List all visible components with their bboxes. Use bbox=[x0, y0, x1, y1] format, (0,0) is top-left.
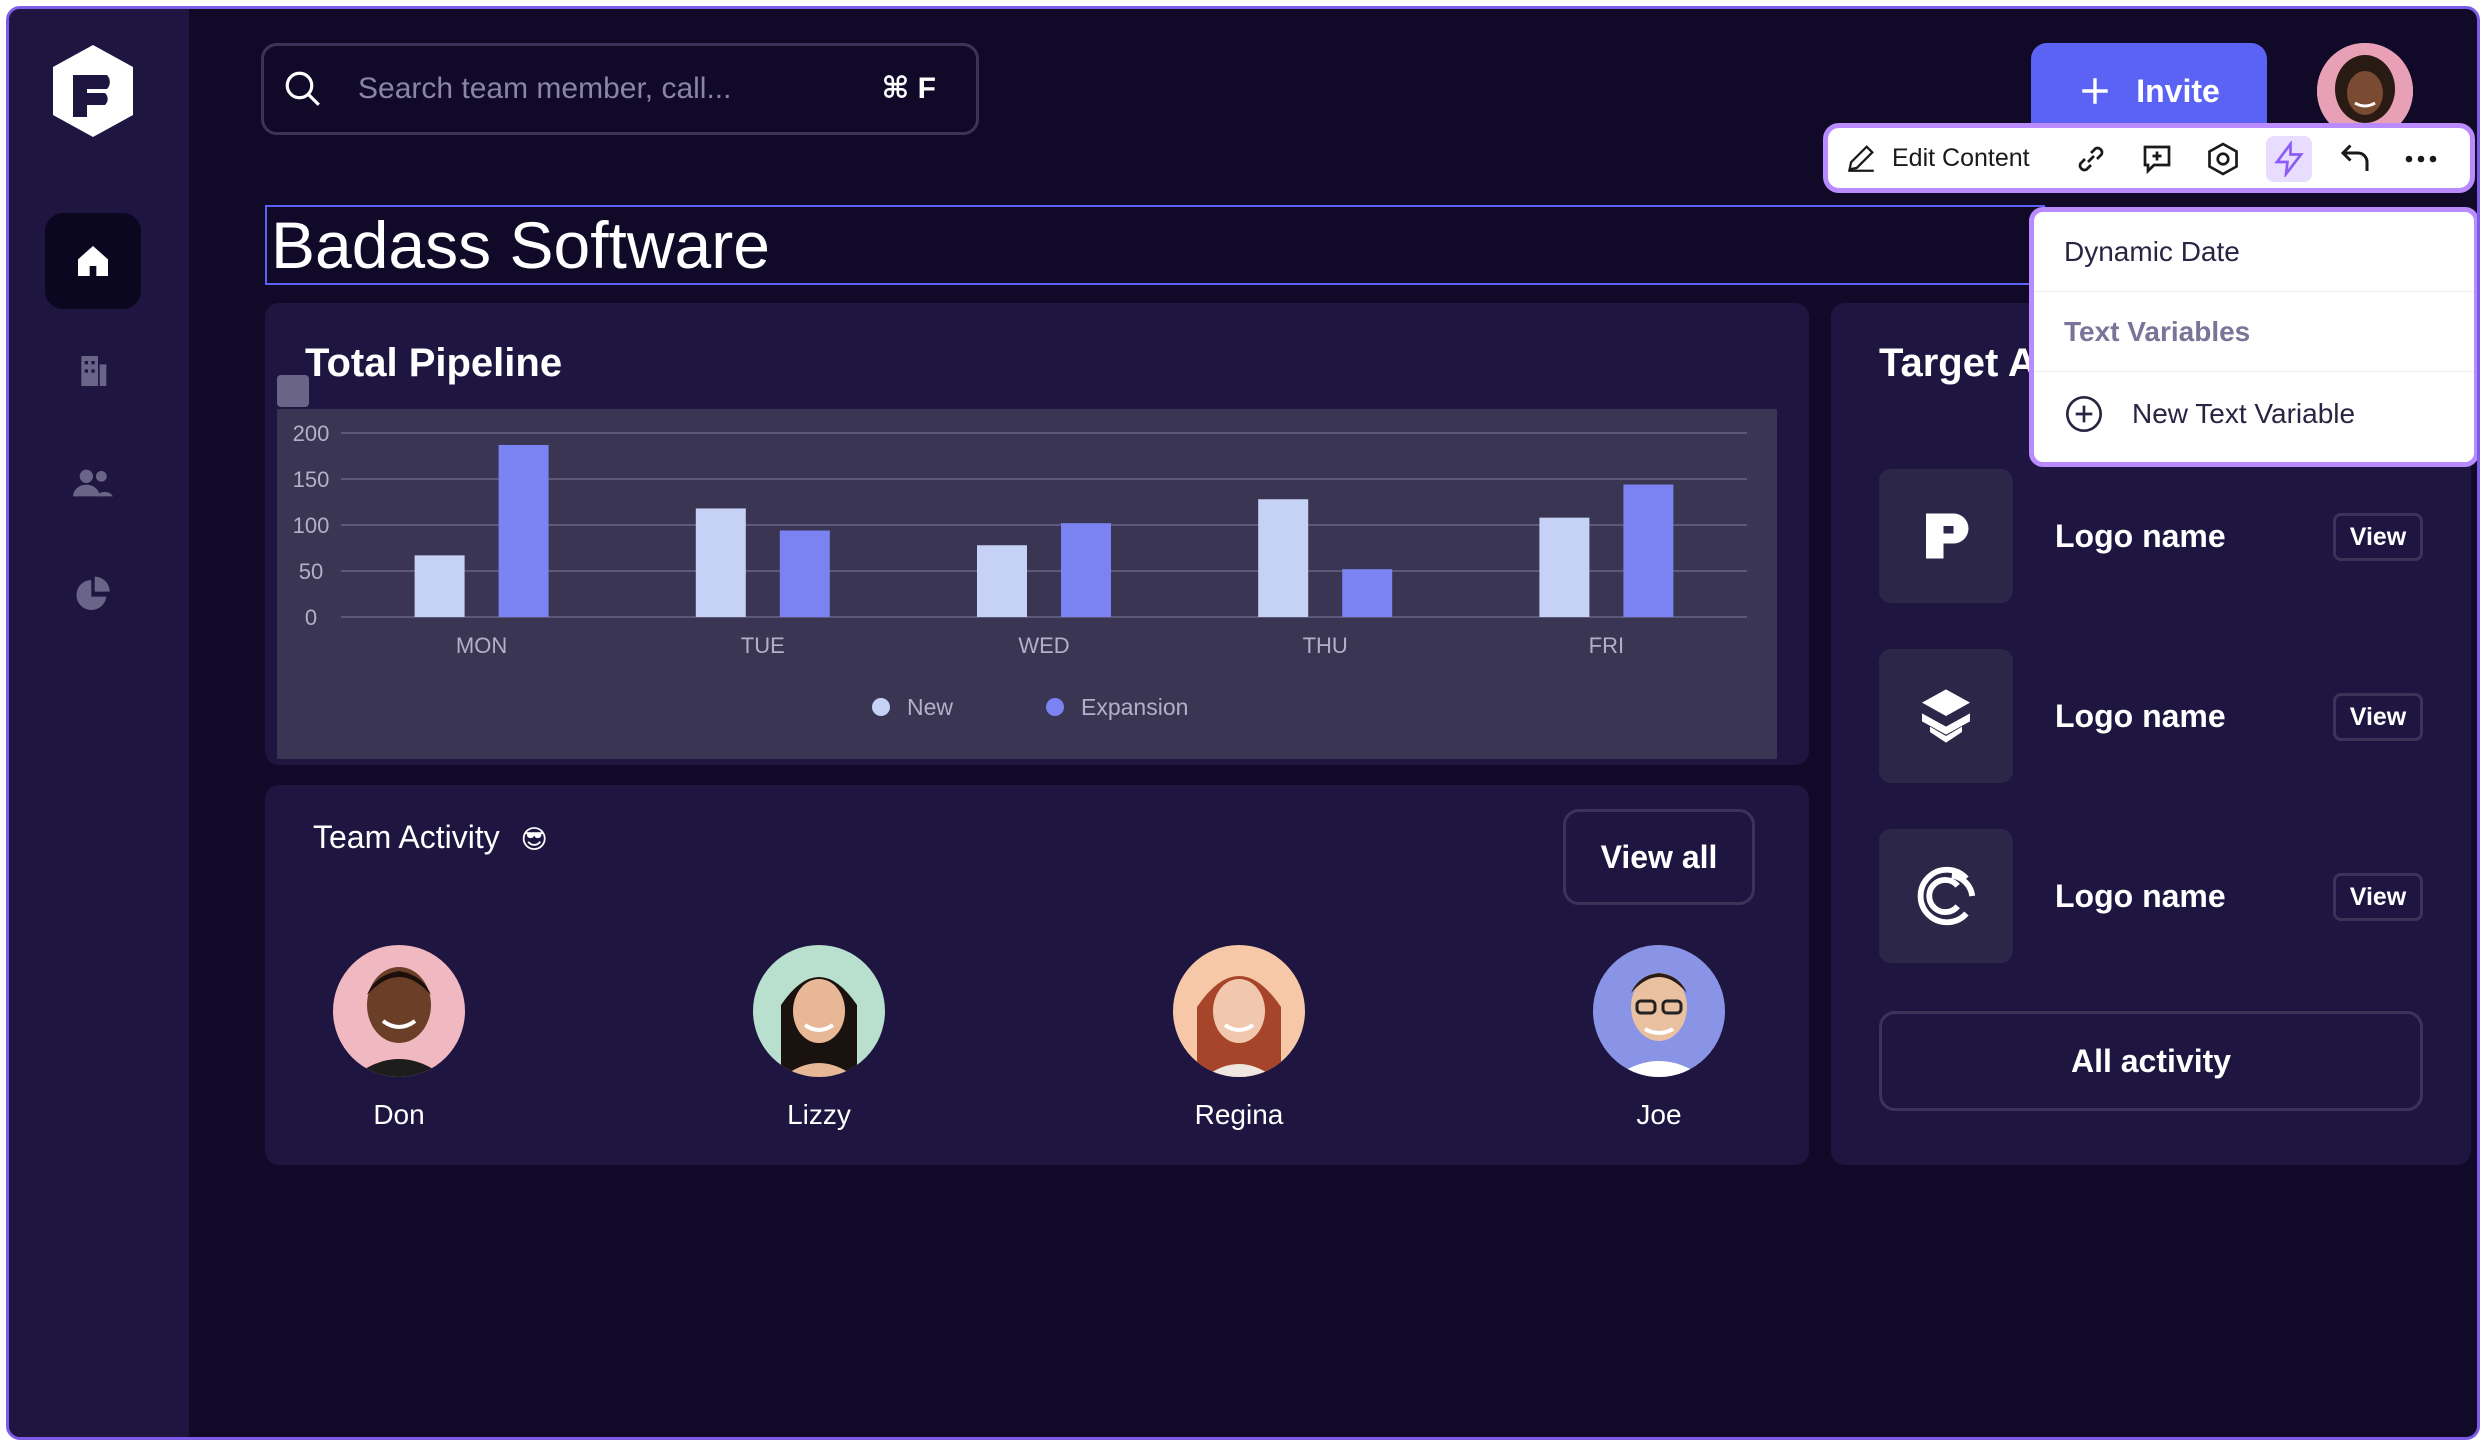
menu-item-dynamic-date[interactable]: Dynamic Date bbox=[2034, 212, 2474, 292]
users-icon bbox=[73, 469, 113, 497]
home-icon bbox=[78, 246, 108, 276]
avatar bbox=[753, 945, 885, 1077]
logo-name: Logo name bbox=[2055, 518, 2226, 554]
nav-home[interactable] bbox=[45, 213, 141, 309]
company-logo-layers-icon bbox=[1879, 649, 2013, 783]
move-up-button[interactable] bbox=[2332, 136, 2378, 182]
logo-row: Logo name View bbox=[1879, 649, 2423, 783]
company-logo-c-icon bbox=[1879, 829, 2013, 963]
nav-people[interactable] bbox=[45, 435, 141, 531]
bar-expansion-mon bbox=[498, 444, 549, 617]
settings-button[interactable] bbox=[2200, 136, 2246, 182]
target-title: Target A bbox=[1879, 341, 2037, 385]
pipeline-title: Total Pipeline bbox=[305, 341, 563, 385]
search-shortcut: ⌘ F bbox=[881, 72, 937, 105]
bar-new-wed bbox=[977, 545, 1027, 617]
bar-expansion-wed bbox=[1061, 523, 1111, 617]
all-activity-button[interactable]: All activity bbox=[1879, 1011, 2423, 1111]
more-icon bbox=[2405, 155, 2437, 163]
arrow-up-corner-icon bbox=[2340, 144, 2369, 171]
chart-type-icon[interactable] bbox=[277, 375, 309, 407]
dynamic-content-button[interactable] bbox=[2266, 136, 2312, 182]
x-tick-label: TUE bbox=[741, 633, 785, 658]
dynamic-content-dropdown: Dynamic Date Text Variables New Text Var… bbox=[2029, 207, 2477, 467]
legend-marker-expansion bbox=[1046, 698, 1064, 716]
menu-item-label: New Text Variable bbox=[2132, 398, 2356, 429]
x-tick-label: THU bbox=[1303, 633, 1348, 658]
app-logo-icon[interactable] bbox=[49, 43, 137, 139]
view-button[interactable]: View bbox=[2333, 513, 2423, 561]
link-icon bbox=[2078, 146, 2104, 172]
x-tick-label: FRI bbox=[1589, 633, 1624, 658]
team-activity-card: Team Activity 😎 View all Don Lizzy Regin… bbox=[265, 785, 1809, 1165]
company-logo-p-icon bbox=[1879, 469, 2013, 603]
pipeline-card: Total Pipeline 200 150 100 50 0 MON TUE WED THU F… bbox=[265, 303, 1809, 765]
pipeline-chart: 200 150 100 50 0 MON TUE WED THU FRI New Expansion bbox=[277, 375, 1777, 759]
team-activity-title: Team Activity 😎 bbox=[313, 819, 548, 855]
team-member-joe[interactable]: Joe bbox=[1569, 945, 1749, 1131]
search-icon bbox=[285, 71, 320, 106]
bar-chart: 200 150 100 50 0 MON TUE WED THU FRI New Expansion bbox=[293, 421, 1747, 720]
page-title[interactable]: Badass Software bbox=[265, 205, 2045, 285]
bar-expansion-thu bbox=[1342, 569, 1393, 617]
view-all-button[interactable]: View all bbox=[1563, 809, 1755, 905]
bar-new-mon bbox=[414, 555, 465, 617]
bar-new-thu bbox=[1258, 499, 1309, 617]
logo-row: Logo name View bbox=[1879, 469, 2423, 603]
menu-item-new-text-variable[interactable]: New Text Variable bbox=[2034, 374, 2474, 454]
plus-icon bbox=[2082, 78, 2108, 104]
bar-new-fri bbox=[1539, 517, 1590, 617]
nav-reports[interactable] bbox=[45, 547, 141, 643]
member-name: Don bbox=[373, 1099, 425, 1130]
hexagon-settings-icon bbox=[2208, 142, 2238, 176]
team-member-don[interactable]: Don bbox=[309, 945, 489, 1131]
edit-content-button[interactable]: Edit Content bbox=[1844, 128, 2030, 188]
y-tick-label: 150 bbox=[293, 467, 330, 492]
building-icon bbox=[81, 356, 107, 386]
edit-toolbar: Edit Content bbox=[1823, 123, 2475, 193]
plus-circle-icon bbox=[2066, 396, 2102, 432]
search-input[interactable]: Search team member, call... bbox=[358, 72, 732, 105]
member-name: Regina bbox=[1194, 1099, 1284, 1130]
edit-content-label: Edit Content bbox=[1892, 143, 2030, 172]
menu-section-text-variables: Text Variables bbox=[2034, 292, 2474, 372]
logo-row: Logo name View bbox=[1879, 829, 2423, 963]
pencil-icon bbox=[1848, 145, 1874, 172]
y-tick-label: 100 bbox=[293, 513, 330, 538]
legend-label-expansion: Expansion bbox=[1081, 694, 1188, 720]
add-comment-button[interactable] bbox=[2134, 136, 2180, 182]
invite-label: Invite bbox=[2136, 72, 2220, 109]
logo-name: Logo name bbox=[2055, 698, 2226, 734]
bar-expansion-tue bbox=[779, 530, 830, 617]
legend-marker-new bbox=[872, 698, 890, 716]
comment-plus-icon bbox=[2143, 145, 2171, 175]
legend-label-new: New bbox=[907, 694, 953, 720]
pie-chart-icon bbox=[76, 576, 110, 610]
link-button[interactable] bbox=[2068, 136, 2114, 182]
member-name: Joe bbox=[1636, 1099, 1682, 1130]
app-window: Search team member, call... ⌘ F Invite E… bbox=[6, 6, 2480, 1440]
sunglasses-emoji-icon: 😎 bbox=[520, 824, 548, 854]
bar-new-tue bbox=[695, 508, 746, 617]
view-button[interactable]: View bbox=[2333, 693, 2423, 741]
y-tick-label: 50 bbox=[299, 559, 323, 584]
logo-name: Logo name bbox=[2055, 878, 2226, 914]
team-member-lizzy[interactable]: Lizzy bbox=[729, 945, 909, 1131]
avatar bbox=[333, 945, 465, 1077]
y-tick-label: 200 bbox=[293, 421, 330, 446]
team-member-regina[interactable]: Regina bbox=[1149, 945, 1329, 1131]
bar-expansion-fri bbox=[1623, 484, 1674, 617]
nav-companies[interactable] bbox=[45, 323, 141, 419]
search-bar[interactable]: Search team member, call... ⌘ F bbox=[261, 43, 979, 135]
avatar bbox=[1173, 945, 1305, 1077]
lightning-icon bbox=[2274, 141, 2304, 177]
x-tick-label: MON bbox=[456, 633, 507, 658]
x-tick-label: WED bbox=[1018, 633, 1069, 658]
y-tick-label: 0 bbox=[305, 605, 317, 630]
view-button[interactable]: View bbox=[2333, 873, 2423, 921]
member-name: Lizzy bbox=[787, 1099, 851, 1130]
sidebar bbox=[9, 9, 189, 1437]
avatar bbox=[1593, 945, 1725, 1077]
more-options-button[interactable] bbox=[2398, 136, 2444, 182]
